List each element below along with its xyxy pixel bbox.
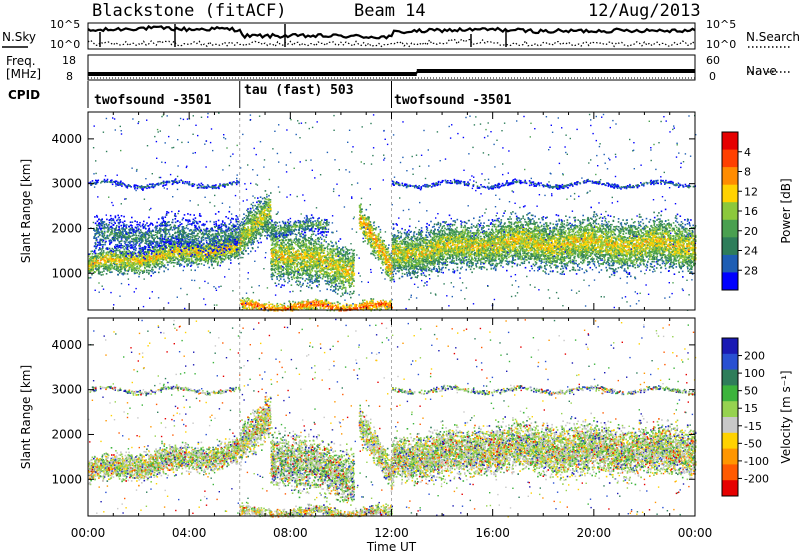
power-cell: [173, 266, 175, 268]
power-cell: [219, 265, 221, 267]
power-cell: [153, 273, 155, 275]
noise-sky-line: [88, 26, 695, 38]
power-cell: [153, 260, 155, 262]
power-cell: [115, 244, 117, 246]
power-cell: [101, 248, 103, 250]
power-cell: [228, 255, 230, 257]
power-cell: [101, 250, 103, 252]
power-cell: [127, 265, 129, 267]
power-cell: [127, 273, 129, 275]
power-cell: [159, 243, 161, 245]
power-cell: [173, 262, 175, 264]
power-cell: [225, 258, 227, 260]
noise-tick-bottom-right: 10^0: [706, 38, 736, 51]
power-cell: [167, 261, 169, 263]
power-points: [88, 112, 697, 311]
power-cell: [102, 274, 104, 276]
power-cell: [149, 267, 151, 269]
power-cell: [150, 270, 152, 272]
power-cell: [98, 249, 100, 251]
power-cell: [148, 270, 150, 272]
power-cell: [135, 248, 137, 250]
power-cell: [92, 253, 94, 255]
freq-tick-18: 18: [62, 54, 76, 67]
power-cell: [126, 270, 128, 272]
power-cell: [142, 272, 144, 274]
radar-summary-figure: 10^510^010^510^01886001000200030004000Sl…: [0, 0, 800, 554]
noise-tick-top-right: 10^5: [706, 18, 736, 31]
power-cell: [109, 248, 111, 250]
power-cell: [152, 267, 154, 269]
noise-tick-bottom-left: 10^0: [50, 38, 80, 51]
power-cell: [174, 259, 176, 261]
power-cell: [140, 258, 142, 260]
power-cell: [100, 271, 102, 273]
freq-panel-frame: [88, 55, 695, 80]
power-cell: [150, 275, 152, 277]
power-cell: [159, 268, 161, 270]
power-cell: [101, 271, 103, 273]
nave-tick-0: 0: [709, 70, 716, 83]
freq-tick-8: 8: [66, 70, 73, 83]
power-cell: [158, 272, 160, 274]
power-cell: [103, 250, 105, 252]
power-cell: [230, 259, 232, 261]
power-cell: [92, 265, 94, 267]
power-cell: [144, 267, 146, 269]
power-cell: [191, 262, 193, 264]
nave-tick-60: 60: [706, 54, 720, 67]
power-cell: [217, 265, 219, 267]
power-cell: [117, 274, 119, 276]
power-cell: [206, 248, 208, 250]
power-cell: [106, 273, 108, 275]
power-cell: [119, 272, 121, 274]
power-cell: [146, 272, 148, 274]
power-cell: [138, 276, 140, 278]
power-cell: [183, 266, 185, 268]
noise-search-line: [88, 39, 695, 46]
power-cell: [101, 274, 103, 276]
noise-tick-top-left: 10^5: [50, 18, 80, 31]
power-cell: [198, 263, 200, 265]
power-cell: [124, 269, 126, 271]
power-cell: [140, 269, 142, 271]
